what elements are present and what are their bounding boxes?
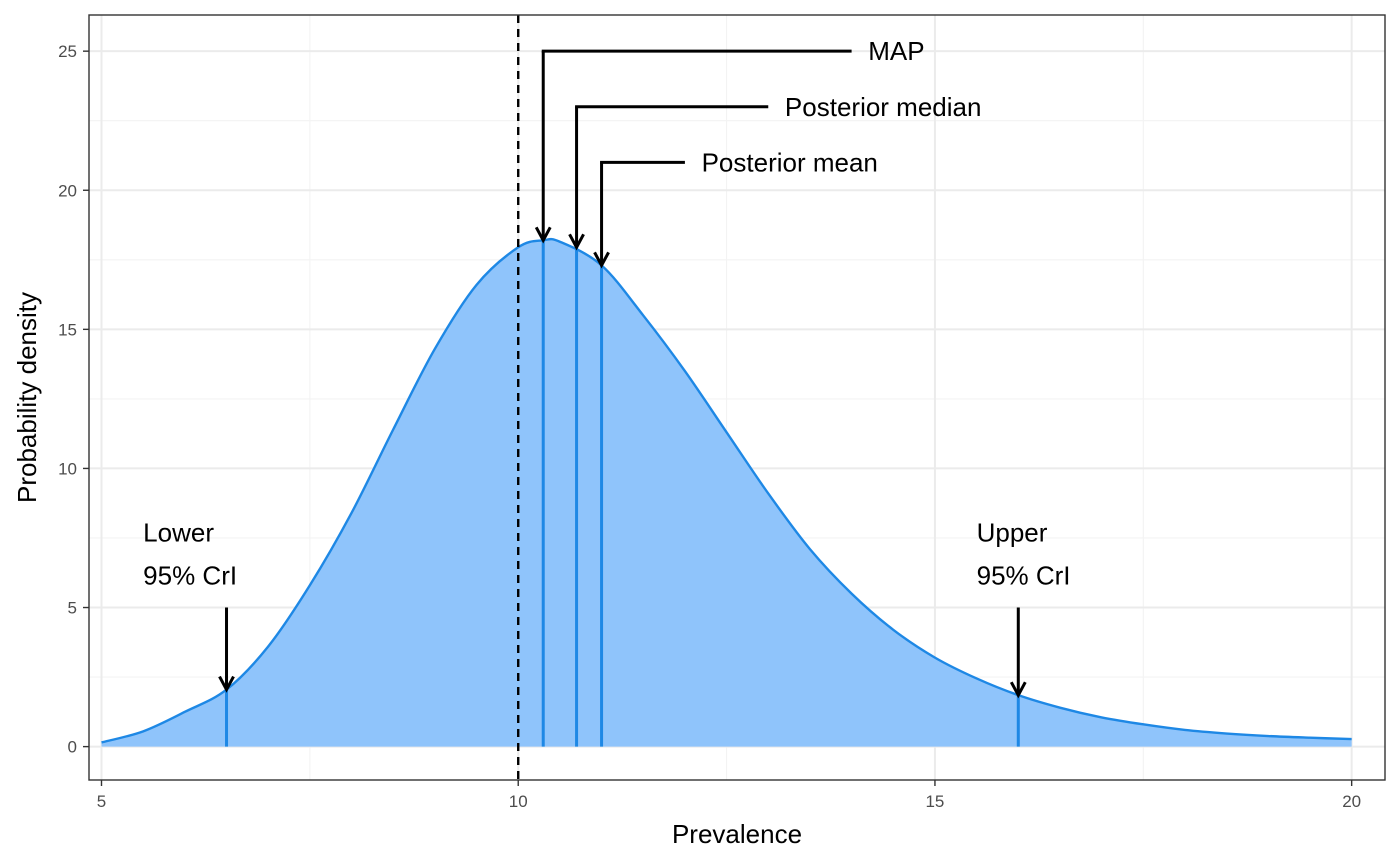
- annotation-arrowhead-median: [568, 233, 585, 251]
- y-tick-label: 15: [58, 320, 77, 339]
- y-axis-title: Probability density: [12, 292, 42, 503]
- panel-border: [88, 14, 1386, 781]
- y-tick-label: 0: [68, 738, 77, 757]
- annotation-arrowhead-lower: [218, 675, 235, 693]
- x-tick-label: 20: [1342, 792, 1361, 811]
- annotation-label-upper-line2: 95% CrI: [977, 561, 1071, 591]
- y-tick-label: 20: [58, 181, 77, 200]
- annotation-arrowhead-upper: [1009, 681, 1027, 699]
- x-tick-label: 5: [97, 792, 106, 811]
- annotation-arrowhead-mean: [593, 251, 610, 269]
- annotations: MAP Posterior median Posterior mean Lower 95…: [143, 36, 1071, 699]
- density-area-layer: [101, 237, 1352, 747]
- y-tick-label: 5: [68, 599, 77, 618]
- annotation-arrowhead-map: [534, 226, 552, 244]
- density-curve: [101, 237, 1352, 744]
- annotation-label-mean: Posterior mean: [702, 147, 878, 177]
- annotation-label-lower-line2: 95% CrI: [143, 561, 237, 591]
- x-axis: 5 10 15 20: [97, 780, 1361, 811]
- annotation-label-median: Posterior median: [785, 92, 982, 122]
- annotation-label-lower-line1: Lower: [143, 517, 214, 547]
- annotation-label-map: MAP: [868, 36, 924, 66]
- annotation-label-upper-line1: Upper: [977, 517, 1048, 547]
- x-axis-title: Prevalence: [672, 819, 802, 849]
- density-fill: [101, 239, 1352, 747]
- y-tick-label: 25: [58, 42, 77, 61]
- x-tick-label: 10: [509, 792, 528, 811]
- marker-lines: [225, 15, 1020, 780]
- y-axis: 0 5 10 15 20 25: [58, 42, 89, 757]
- x-tick-label: 15: [925, 792, 944, 811]
- y-tick-label: 10: [58, 459, 77, 478]
